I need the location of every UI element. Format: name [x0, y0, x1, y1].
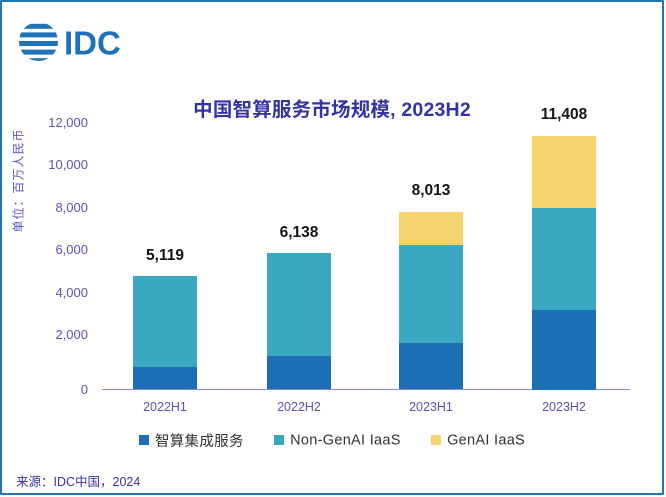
svg-text:IDC: IDC [64, 25, 121, 62]
